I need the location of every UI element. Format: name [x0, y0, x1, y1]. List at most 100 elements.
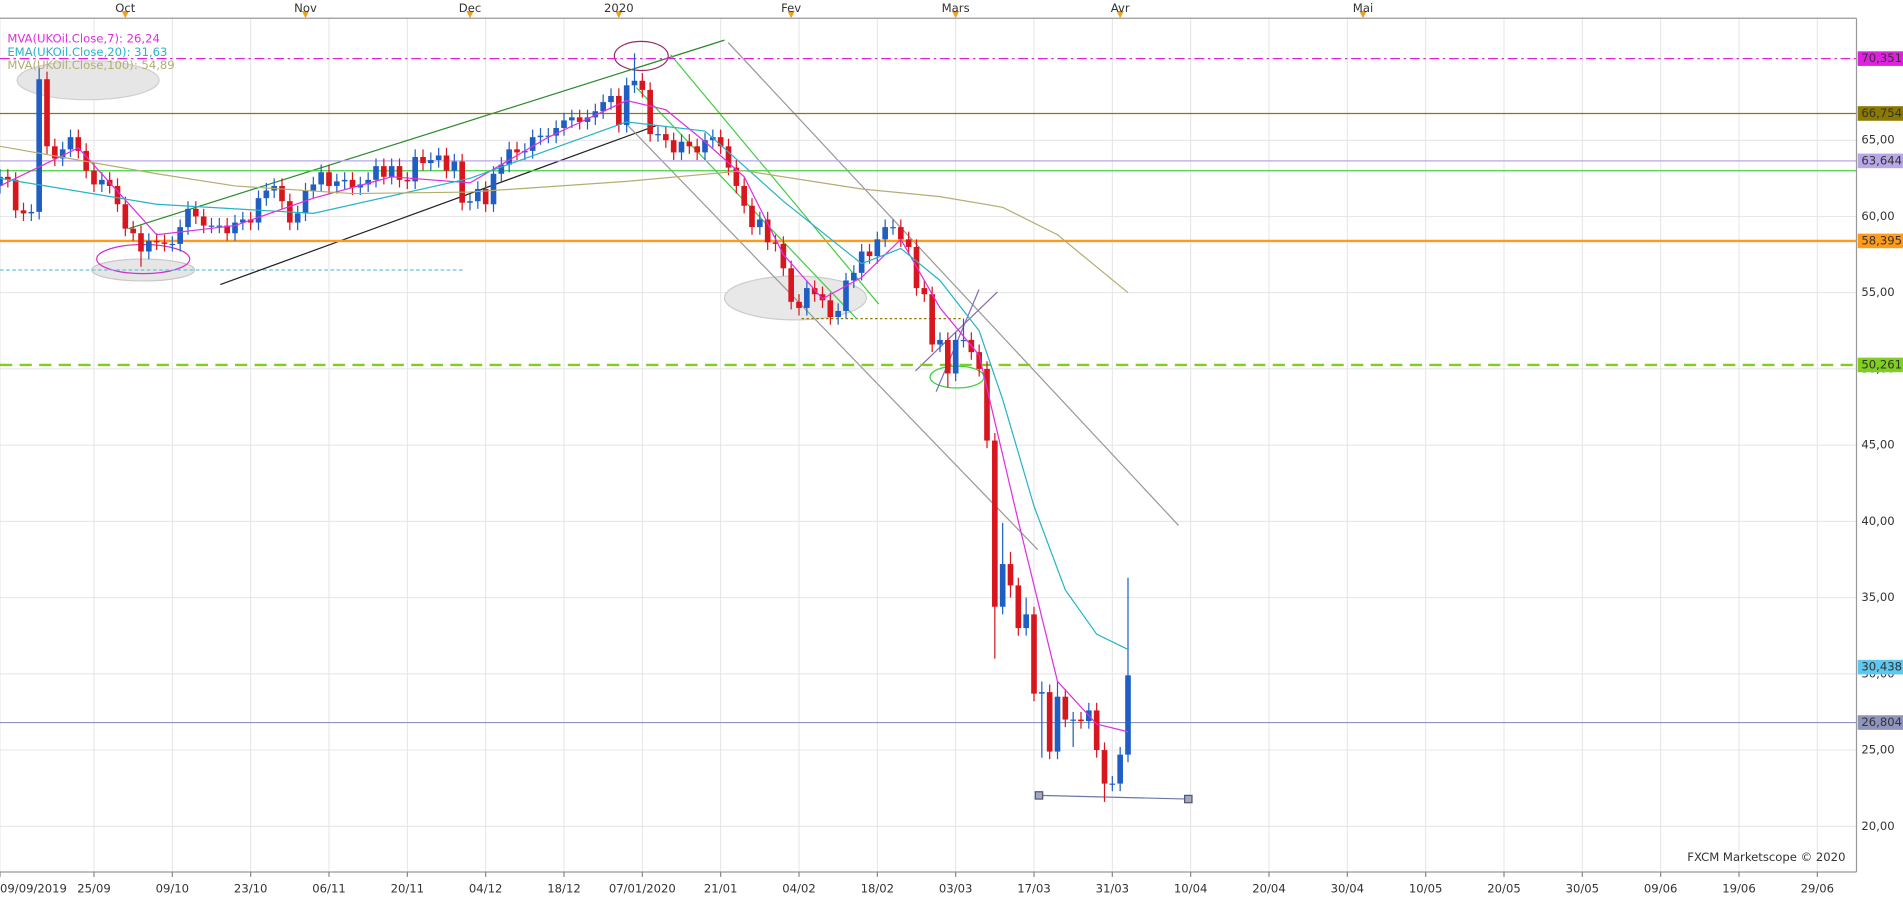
candle-body — [1070, 719, 1076, 721]
candle-body — [874, 239, 881, 257]
candle-body — [185, 208, 191, 228]
level-label-box — [1857, 106, 1903, 121]
y-tick-label: 45,00 — [1861, 438, 1894, 452]
candle-body — [561, 120, 567, 129]
x-tick-label: 06/11 — [312, 882, 345, 896]
candle-body — [976, 352, 982, 369]
candle-body — [1039, 692, 1045, 694]
month-label: 2020 — [604, 1, 634, 15]
candle-body — [1046, 692, 1053, 752]
x-tick-label: 09/06 — [1644, 882, 1677, 896]
candle-body — [75, 137, 82, 151]
candle-body — [929, 294, 935, 345]
x-tick-label: 09/09/2019 — [0, 882, 67, 896]
candle-body — [757, 219, 763, 228]
x-tick-label: 10/04 — [1174, 882, 1207, 896]
candle-body — [310, 184, 317, 191]
month-label: Fev — [781, 1, 801, 15]
candle-body — [545, 135, 552, 137]
candle-body — [326, 172, 332, 186]
candle-body — [1015, 585, 1022, 629]
candle-body — [1023, 614, 1029, 629]
candle-body — [522, 150, 528, 153]
x-tick-label: 04/02 — [782, 882, 815, 896]
candle-body — [177, 227, 183, 244]
candle-body — [569, 117, 575, 121]
candle-body — [529, 137, 536, 151]
candle-body — [506, 149, 512, 165]
candle-body — [905, 239, 912, 247]
month-label: Dec — [459, 1, 481, 15]
x-tick-label: 18/02 — [861, 882, 894, 896]
drawings — [0, 39, 1193, 804]
x-tick-label: 04/12 — [469, 882, 502, 896]
month-marker — [1116, 10, 1124, 19]
trend-line — [128, 39, 725, 230]
candle-body — [59, 149, 66, 159]
candle-body — [341, 179, 348, 182]
y-tick-label: 25,00 — [1861, 743, 1894, 757]
candle-body — [890, 227, 896, 229]
candle-body — [576, 117, 583, 122]
candle-body — [663, 134, 669, 141]
candle-body — [937, 339, 943, 345]
candle-body — [349, 179, 356, 188]
candle-body — [655, 134, 661, 136]
candle-body — [467, 201, 473, 203]
ellipse — [613, 40, 669, 72]
candle-body — [1093, 710, 1100, 751]
candle-body — [396, 166, 403, 180]
candle-body — [694, 146, 700, 153]
trend-line — [727, 42, 1179, 526]
month-marker — [787, 10, 795, 19]
candle-body — [553, 128, 559, 136]
x-tick-label: 30/04 — [1331, 882, 1364, 896]
candle-body — [428, 160, 434, 164]
level-label-box — [1857, 233, 1903, 249]
month-marker — [951, 10, 960, 19]
candle-body — [984, 368, 990, 441]
candle-body — [945, 339, 951, 374]
ellipse — [16, 60, 160, 101]
month-marker — [466, 10, 474, 19]
candle-body — [200, 216, 207, 226]
candle-body — [686, 141, 693, 147]
candle-body — [240, 219, 246, 223]
candle-body — [114, 185, 121, 205]
candle-body — [866, 251, 873, 257]
y-tick-label: 55,00 — [1861, 285, 1894, 299]
candle-body — [608, 95, 614, 103]
candle-body — [858, 251, 865, 273]
candle-body — [1054, 696, 1061, 752]
x-tick-label: 07/01/2020 — [609, 882, 676, 896]
level-label: 26,804 — [1861, 715, 1902, 729]
candle-body — [161, 242, 168, 244]
candle-body — [28, 211, 35, 214]
candle-body — [451, 161, 458, 171]
candle-body — [592, 111, 599, 118]
candle-body — [334, 181, 340, 186]
level-label: 30,438 — [1861, 660, 1902, 674]
candle-body — [208, 225, 215, 227]
candle-body — [804, 288, 810, 308]
candle-body — [1101, 750, 1108, 784]
candle-body — [263, 190, 270, 199]
indicator-line — [0, 145, 1129, 294]
candle-body — [811, 288, 818, 295]
candle-body — [130, 228, 136, 234]
candle-body — [514, 149, 520, 153]
candle-body — [498, 164, 505, 174]
candle-body — [52, 146, 58, 159]
trend-line — [1038, 794, 1189, 800]
candle-body — [20, 210, 27, 214]
x-tick-label: 10/05 — [1409, 882, 1442, 896]
trend-line — [670, 54, 880, 305]
candle-body — [999, 564, 1006, 607]
candle-body — [36, 79, 42, 212]
x-tick-label: 21/01 — [704, 882, 737, 896]
candle-body — [381, 166, 387, 177]
candle-body — [898, 227, 904, 240]
indicator-line — [0, 99, 1129, 733]
month-marker — [1359, 10, 1367, 19]
